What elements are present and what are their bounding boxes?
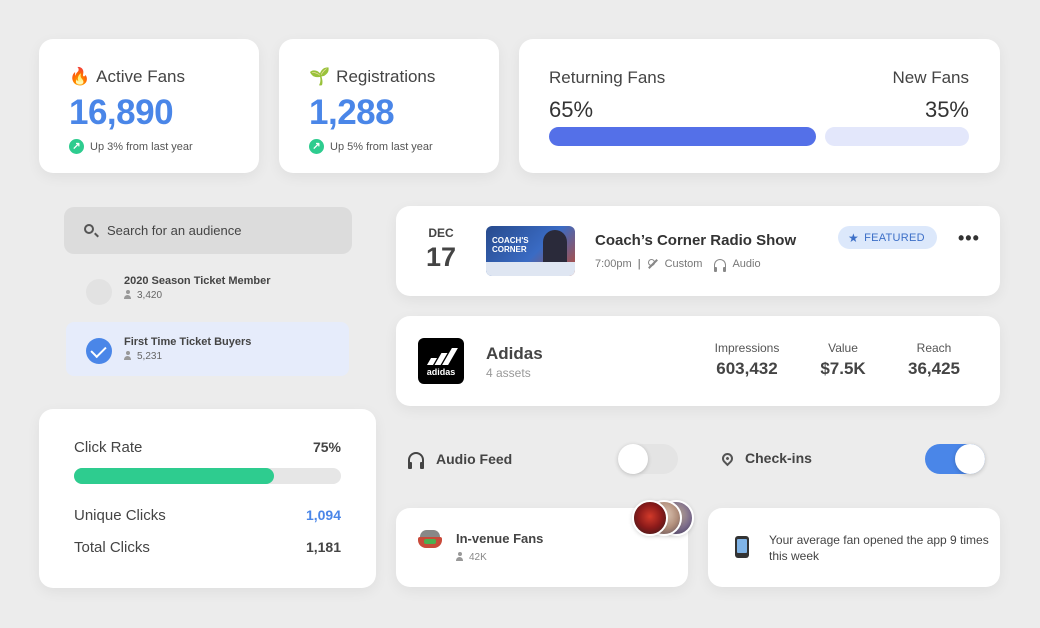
- total-clicks-value: 1,181: [305, 539, 341, 555]
- metric-label: Value: [828, 341, 858, 355]
- fan-avatars: [632, 500, 702, 536]
- new-fans-bar: [825, 127, 969, 146]
- sponsor-name: Adidas: [486, 344, 543, 363]
- in-venue-title: In-venue Fans: [456, 531, 544, 546]
- audience-list-item[interactable]: 2020 Season Ticket Member 3,420: [66, 265, 349, 319]
- returning-fans-value: 65%: [549, 97, 594, 122]
- check-ins-toggle[interactable]: [925, 444, 985, 474]
- registrations-trend: ↗ Up 5% from last year: [309, 139, 433, 154]
- click-rate-bar-fill: [74, 468, 275, 484]
- metric-value: 603,432: [716, 359, 778, 378]
- trend-up-icon: ↗: [69, 139, 84, 154]
- metric-value: 36,425: [908, 359, 960, 378]
- sprout-icon: 🌱: [309, 67, 331, 86]
- metric-value: $7.5K: [820, 359, 866, 378]
- event-day: 17: [425, 242, 457, 272]
- featured-badge: ★ FEATURED: [838, 226, 937, 249]
- unique-clicks-row: Unique Clicks 1,094: [74, 507, 341, 524]
- location-pin-icon: [719, 450, 736, 466]
- fire-icon: 🔥: [69, 67, 91, 86]
- active-fans-value: 16,890: [69, 93, 174, 132]
- headphones-icon: [408, 452, 424, 469]
- metric-label: Impressions: [714, 341, 780, 355]
- metric-label: Reach: [916, 341, 952, 355]
- value-metric: Value $7.5K: [811, 341, 875, 379]
- returning-fans-label: Returning Fans: [549, 68, 666, 87]
- audience-list-item-selected[interactable]: First Time Ticket Buyers 5,231: [66, 322, 349, 376]
- event-thumbnail: COACH'S CORNER: [486, 226, 575, 276]
- total-clicks-row: Total Clicks 1,181: [74, 539, 341, 556]
- new-fans-label: New Fans: [892, 68, 969, 87]
- reach-metric: Reach 36,425: [898, 341, 970, 379]
- click-rate-bar: [74, 468, 341, 484]
- star-icon: ★: [848, 230, 860, 245]
- audience-name: 2020 Season Ticket Member: [124, 275, 271, 287]
- in-venue-count: 42K: [456, 552, 487, 563]
- audio-feed-label: Audio Feed: [408, 451, 512, 469]
- person-icon: [124, 351, 131, 360]
- event-meta: 7:00pm | Custom Audio: [595, 258, 761, 272]
- wrench-icon: [647, 258, 659, 270]
- audience-count: 3,420: [124, 290, 162, 301]
- unchecked-circle-icon[interactable]: [86, 279, 112, 305]
- click-rate-value: 75%: [312, 439, 341, 455]
- active-fans-card: 🔥 Active Fans 16,890 ↗ Up 3% from last y…: [39, 39, 259, 173]
- person-icon: [124, 290, 131, 299]
- thumbnail-text: COACH'S CORNER: [492, 236, 529, 254]
- event-type: Custom: [664, 258, 703, 270]
- checkmark-circle-icon[interactable]: [86, 338, 112, 364]
- adidas-logo-text: adidas: [426, 367, 456, 377]
- active-fans-title: 🔥 Active Fans: [69, 67, 185, 86]
- toggle-knob: [955, 444, 985, 474]
- event-time: 7:00pm: [595, 258, 632, 270]
- trend-up-icon: ↗: [309, 139, 324, 154]
- event-media: Audio: [732, 258, 761, 270]
- person-icon: [456, 552, 463, 561]
- event-title: Coach’s Corner Radio Show: [595, 232, 797, 249]
- avatar: [632, 500, 668, 536]
- registrations-value: 1,288: [309, 93, 395, 132]
- click-rate-row: Click Rate 75%: [74, 439, 341, 456]
- active-fans-trend: ↗ Up 3% from last year: [69, 139, 193, 154]
- event-month: DEC: [428, 226, 454, 240]
- registrations-title: 🌱 Registrations: [309, 67, 436, 86]
- total-clicks-label: Total Clicks: [74, 539, 150, 556]
- adidas-stripes-icon: [426, 347, 458, 365]
- impressions-metric: Impressions 603,432: [701, 341, 793, 379]
- new-fans-value: 35%: [924, 97, 969, 122]
- sponsor-card[interactable]: adidas Adidas 4 assets Impressions 603,4…: [396, 316, 1000, 406]
- unique-clicks-value: 1,094: [305, 507, 341, 523]
- audience-count: 5,231: [124, 351, 162, 362]
- check-ins-label: Check-ins: [719, 450, 812, 466]
- audience-search-input[interactable]: Search for an audience: [64, 207, 352, 254]
- search-placeholder: Search for an audience: [107, 223, 242, 238]
- app-opens-card: Your average fan opened the app 9 times …: [708, 508, 1000, 587]
- mobile-phone-icon: [735, 536, 749, 558]
- stadium-icon: [418, 530, 442, 550]
- click-stats-card: Click Rate 75% Unique Clicks 1,094 Total…: [39, 409, 376, 588]
- more-options-icon[interactable]: •••: [958, 228, 980, 248]
- event-card[interactable]: DEC 17 COACH'S CORNER Coach’s Corner Rad…: [396, 206, 1000, 296]
- audience-name: First Time Ticket Buyers: [124, 336, 252, 348]
- toggle-knob: [618, 444, 648, 474]
- headphones-icon: [714, 258, 727, 272]
- app-opens-text: Your average fan opened the app 9 times …: [769, 533, 989, 563]
- thumbnail-band: [486, 262, 575, 276]
- registrations-card: 🌱 Registrations 1,288 ↗ Up 5% from last …: [279, 39, 499, 173]
- audio-feed-toggle[interactable]: [618, 444, 678, 474]
- adidas-logo: adidas: [418, 338, 464, 384]
- meta-separator: |: [637, 258, 641, 270]
- fan-split-card: Returning Fans New Fans 65% 35%: [519, 39, 1000, 173]
- returning-fans-bar: [549, 127, 816, 146]
- search-icon: [84, 224, 94, 234]
- sponsor-assets: 4 assets: [486, 366, 531, 380]
- click-rate-label: Click Rate: [74, 439, 143, 456]
- unique-clicks-label: Unique Clicks: [74, 507, 166, 524]
